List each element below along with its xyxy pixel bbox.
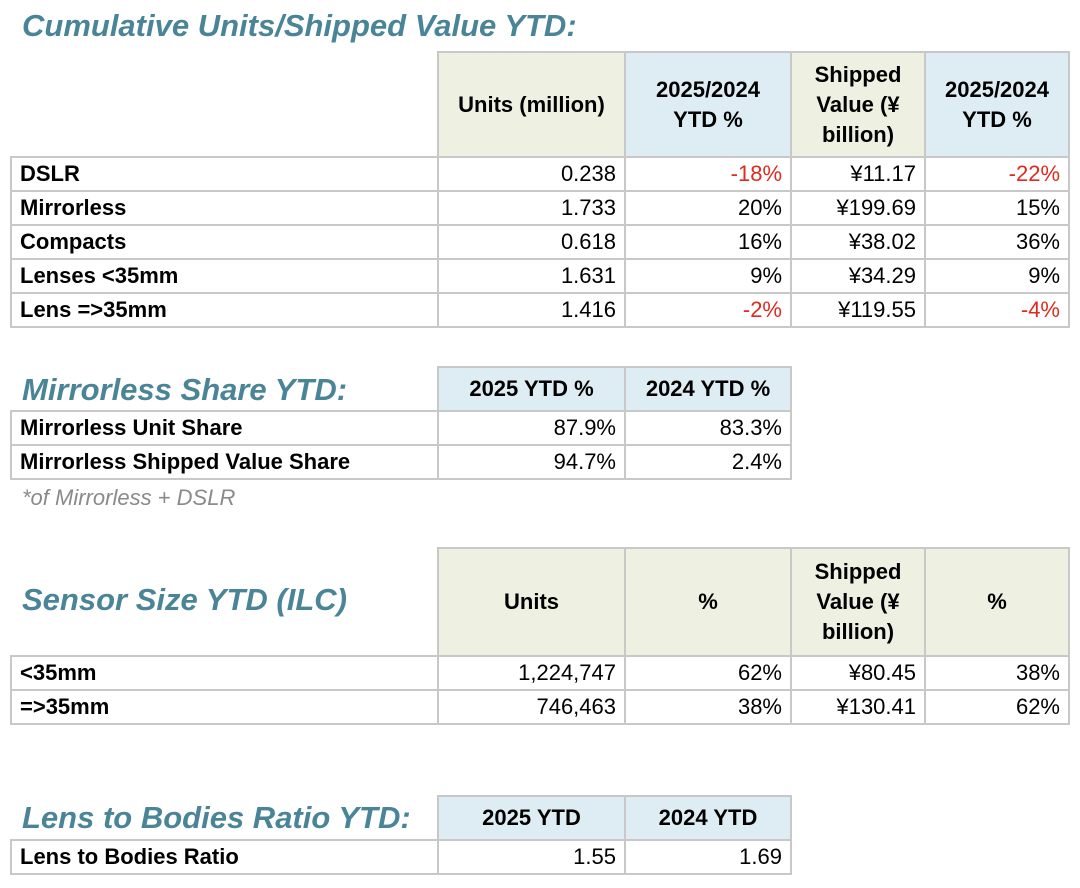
value-pct-cell: 62% — [924, 689, 1070, 725]
col-header-2024-ytd-pct: 2024 YTD % — [624, 366, 792, 412]
mirrorless-share-table: 2025 YTD % 2024 YTD % Mirrorless Unit Sh… — [10, 366, 792, 480]
cumulative-title: Cumulative Units/Shipped Value YTD: — [22, 8, 577, 43]
value-cell: ¥11.17 — [790, 156, 926, 192]
col-header-value-yoy: 2025/2024 YTD % — [924, 51, 1070, 158]
col-header-units: Units — [437, 547, 626, 657]
table-row: Mirrorless 1.733 20% ¥199.69 15% — [10, 190, 1070, 226]
units-cell: 0.238 — [437, 156, 626, 192]
value-cell: ¥130.41 — [790, 689, 926, 725]
units-pct-cell: 20% — [624, 190, 792, 226]
value-cell: ¥34.29 — [790, 258, 926, 294]
col-header-units-yoy: 2025/2024 YTD % — [624, 51, 792, 158]
sensor-size-title: Sensor Size YTD (ILC) — [22, 582, 347, 617]
value-cell: ¥119.55 — [790, 292, 926, 328]
value-pct-cell: 9% — [924, 258, 1070, 294]
table-row: =>35mm 746,463 38% ¥130.41 62% — [10, 689, 1070, 725]
units-cell: 1.416 — [437, 292, 626, 328]
share-2024-cell: 2.4% — [624, 444, 792, 480]
units-pct-cell: 38% — [624, 689, 792, 725]
value-cell: ¥38.02 — [790, 224, 926, 260]
table-row: Mirrorless Shipped Value Share 94.7% 2.4… — [10, 444, 792, 480]
col-header-2024-ytd: 2024 YTD — [624, 795, 792, 841]
cumulative-table: Units (million) 2025/2024 YTD % Shipped … — [10, 51, 1070, 328]
units-pct-cell: 62% — [624, 655, 792, 691]
value-pct-cell: 38% — [924, 655, 1070, 691]
sensor-size-table: Units % Shipped Value (¥ billion) % <35m… — [10, 547, 1070, 725]
table-row: Lenses <35mm 1.631 9% ¥34.29 9% — [10, 258, 1070, 294]
cumulative-header-row: Units (million) 2025/2024 YTD % Shipped … — [11, 51, 1070, 158]
row-label: Mirrorless Unit Share — [10, 410, 439, 446]
col-header-units-pct: % — [624, 547, 792, 657]
units-cell: 1.631 — [437, 258, 626, 294]
table-row: DSLR 0.238 -18% ¥11.17 -22% — [10, 156, 1070, 192]
mirrorless-share-header-row: 2025 YTD % 2024 YTD % — [11, 366, 792, 412]
value-cell: ¥80.45 — [790, 655, 926, 691]
header-blank-cell — [11, 367, 438, 411]
col-header-units: Units (million) — [437, 51, 626, 158]
ratio-2025-cell: 1.55 — [437, 839, 626, 875]
units-pct-cell: -2% — [624, 292, 792, 328]
table-row: <35mm 1,224,747 62% ¥80.45 38% — [10, 655, 1070, 691]
footnote: *of Mirrorless + DSLR — [22, 485, 236, 510]
row-label: Mirrorless — [10, 190, 439, 226]
table-row: Compacts 0.618 16% ¥38.02 36% — [10, 224, 1070, 260]
row-label: Lens to Bodies Ratio — [10, 839, 439, 875]
table-row: Lens to Bodies Ratio 1.55 1.69 — [10, 839, 792, 875]
units-cell: 0.618 — [437, 224, 626, 260]
col-header-2025-ytd: 2025 YTD — [437, 795, 626, 841]
ratio-2024-cell: 1.69 — [624, 839, 792, 875]
units-cell: 1.733 — [437, 190, 626, 226]
value-cell: ¥199.69 — [790, 190, 926, 226]
units-cell: 1,224,747 — [437, 655, 626, 691]
lens-ratio-header-row: 2025 YTD 2024 YTD — [11, 795, 792, 841]
row-label: Mirrorless Shipped Value Share — [10, 444, 439, 480]
col-header-shipped-value: Shipped Value (¥ billion) — [790, 547, 926, 657]
units-pct-cell: 16% — [624, 224, 792, 260]
col-header-2025-ytd-pct: 2025 YTD % — [437, 366, 626, 412]
share-2025-cell: 94.7% — [437, 444, 626, 480]
sensor-size-header-row: Units % Shipped Value (¥ billion) % — [11, 547, 1070, 657]
header-blank-cell — [11, 52, 438, 157]
header-blank-cell — [11, 796, 438, 840]
row-label: Compacts — [10, 224, 439, 260]
row-label: <35mm — [10, 655, 439, 691]
row-label: =>35mm — [10, 689, 439, 725]
lens-ratio-table: 2025 YTD 2024 YTD Lens to Bodies Ratio 1… — [10, 795, 792, 875]
row-label: Lenses <35mm — [10, 258, 439, 294]
value-pct-cell: -22% — [924, 156, 1070, 192]
row-label: Lens =>35mm — [10, 292, 439, 328]
value-pct-cell: 15% — [924, 190, 1070, 226]
table-row: Lens =>35mm 1.416 -2% ¥119.55 -4% — [10, 292, 1070, 328]
units-pct-cell: 9% — [624, 258, 792, 294]
units-cell: 746,463 — [437, 689, 626, 725]
value-pct-cell: 36% — [924, 224, 1070, 260]
share-2025-cell: 87.9% — [437, 410, 626, 446]
units-pct-cell: -18% — [624, 156, 792, 192]
value-pct-cell: -4% — [924, 292, 1070, 328]
mirrorless-share-title: Mirrorless Share YTD: — [22, 372, 348, 407]
col-header-shipped-value: Shipped Value (¥ billion) — [790, 51, 926, 158]
lens-ratio-title: Lens to Bodies Ratio YTD: — [22, 800, 411, 835]
col-header-value-pct: % — [924, 547, 1070, 657]
row-label: DSLR — [10, 156, 439, 192]
share-2024-cell: 83.3% — [624, 410, 792, 446]
table-row: Mirrorless Unit Share 87.9% 83.3% — [10, 410, 792, 446]
